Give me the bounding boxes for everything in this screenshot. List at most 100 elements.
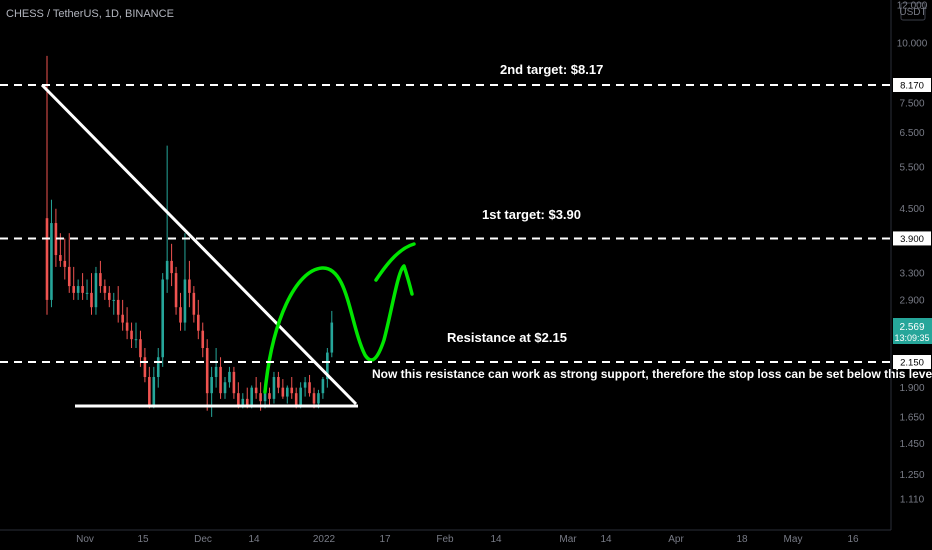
candle-body — [201, 330, 205, 349]
price-tick-label: 1.250 — [899, 470, 924, 481]
candle-body — [170, 260, 173, 274]
candle-body — [303, 382, 307, 388]
candle-body — [245, 398, 249, 405]
candle-body — [139, 339, 142, 358]
candle — [268, 387, 271, 405]
candle-body — [152, 377, 156, 405]
candle — [223, 377, 227, 399]
candle-body — [259, 393, 262, 402]
candle-body — [219, 366, 222, 394]
price-tick-label: 1.110 — [900, 495, 925, 506]
candle-body — [197, 314, 200, 331]
candle-body — [214, 366, 218, 378]
candle-body — [228, 371, 231, 383]
candle-body — [205, 348, 209, 394]
candle — [161, 273, 164, 367]
candle-body — [272, 377, 276, 399]
projection-path[interactable] — [263, 264, 414, 394]
candle — [254, 377, 258, 399]
candle — [148, 366, 151, 409]
candle — [170, 243, 173, 287]
currency-label: USDT — [899, 7, 926, 18]
candle-body — [59, 255, 62, 261]
candle — [250, 385, 253, 409]
level-price-tag — [893, 231, 931, 246]
time-tick-label: 14 — [600, 534, 612, 545]
candle — [219, 357, 222, 399]
candle-body — [237, 393, 240, 405]
price-tick-label: 2.900 — [899, 295, 924, 306]
candle — [63, 238, 67, 280]
price-tick-label: 12.000 — [897, 1, 928, 12]
candle — [192, 286, 196, 323]
candle-body — [45, 218, 49, 300]
candle-body — [90, 292, 93, 308]
candle-body — [63, 260, 67, 267]
candle — [237, 382, 240, 409]
candle-body — [299, 387, 302, 405]
price-axis[interactable]: USDT 12.000 10.000 8.170 7.500 6.500 5.500 4.5… — [890, 0, 932, 530]
candle — [50, 199, 53, 308]
candle — [152, 366, 156, 409]
candle — [121, 299, 124, 331]
candle-body — [81, 286, 84, 293]
projection-arrow-head — [374, 242, 416, 282]
candle — [299, 382, 302, 409]
time-axis[interactable]: Nov 15 Dec 14 2022 17 Feb 14 Mar 14 Apr 18 May 16 — [0, 529, 891, 545]
candle-body — [130, 330, 133, 340]
candle — [81, 273, 84, 300]
candle — [330, 310, 334, 358]
candle-body — [281, 387, 285, 397]
candle — [125, 307, 129, 340]
candle — [179, 292, 182, 331]
time-tick-label: 14 — [490, 534, 502, 545]
candle-body — [134, 339, 138, 341]
time-tick-label: Mar — [559, 534, 577, 545]
candle-body — [286, 387, 289, 397]
time-tick-label: Apr — [668, 534, 684, 545]
candle-body — [85, 292, 89, 294]
time-tick-label: 16 — [847, 534, 859, 545]
current-price-tag — [893, 318, 932, 344]
time-tick-label: Dec — [194, 534, 212, 545]
candle — [67, 233, 71, 293]
level-price-tag — [893, 78, 931, 92]
candle — [197, 299, 200, 340]
candle-body — [317, 393, 320, 404]
candle — [272, 371, 276, 404]
target-levels — [0, 84, 891, 363]
candle-body — [148, 377, 151, 405]
candle — [139, 330, 142, 367]
symbol-header[interactable]: CHESS / TetherUS, 1D, BINANCE — [6, 8, 174, 20]
candle-body — [232, 371, 236, 394]
candles-layer — [45, 55, 334, 417]
descending-trendline[interactable] — [40, 83, 358, 406]
candle — [85, 279, 89, 300]
candle-body — [156, 357, 160, 378]
candle — [188, 260, 191, 308]
candle-body — [179, 307, 182, 323]
candle-body — [183, 279, 187, 323]
candle-body — [174, 273, 178, 308]
price-tick-label: 10.000 — [897, 39, 928, 50]
price-tick-label: 3.900 — [900, 234, 924, 245]
candle-body — [67, 266, 71, 287]
candle-body — [54, 223, 58, 256]
candle — [308, 374, 311, 397]
candle-body — [94, 273, 98, 308]
candle — [228, 366, 231, 388]
candle — [321, 377, 325, 399]
candle — [174, 266, 178, 315]
price-tick-label: 1.450 — [899, 439, 924, 450]
candle — [286, 385, 289, 404]
candle — [183, 233, 187, 331]
time-tick-label: 15 — [137, 534, 149, 545]
candle — [326, 348, 329, 388]
candle-body — [312, 393, 316, 404]
candle-body — [188, 279, 191, 293]
target2-label: 2nd target: $8.17 — [500, 62, 603, 77]
candle-body — [108, 292, 111, 300]
candle — [72, 266, 75, 300]
